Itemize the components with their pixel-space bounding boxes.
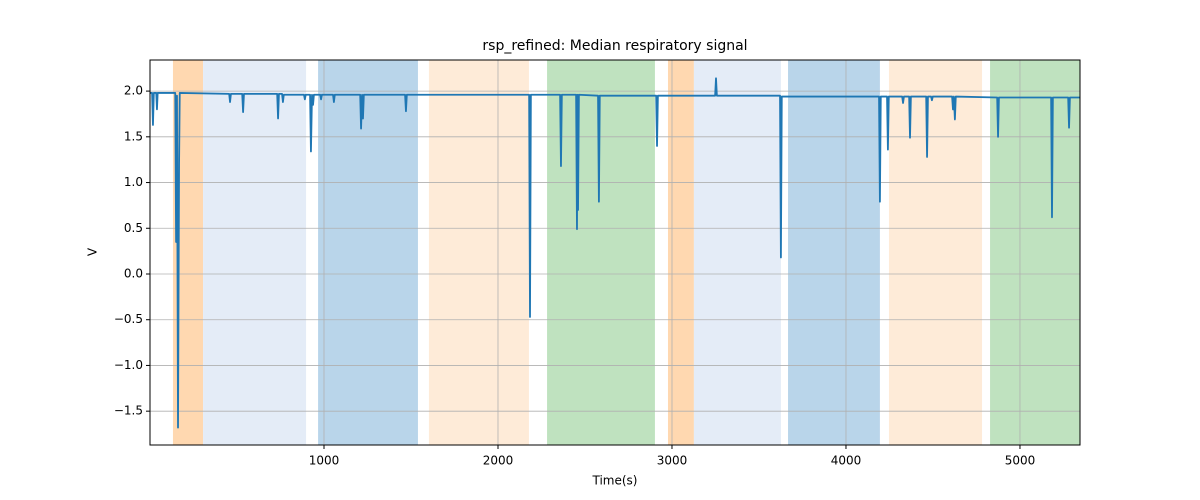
y-axis-label: V <box>86 247 100 256</box>
x-axis-label: Time(s) <box>592 474 638 488</box>
shaded-span <box>318 60 418 445</box>
y-tick-label: 1.5 <box>124 129 143 143</box>
shaded-span <box>888 60 983 445</box>
plot-frame <box>149 59 1081 446</box>
shaded-span <box>788 60 880 445</box>
x-tick-label: 4000 <box>831 454 862 468</box>
shaded-span <box>203 60 307 445</box>
x-tick-label: 1000 <box>309 454 340 468</box>
y-tick-label: −1.5 <box>114 404 143 418</box>
y-tick-label: −0.5 <box>114 312 143 326</box>
y-tick-label: 2.0 <box>124 84 143 98</box>
y-tick-label: −1.0 <box>114 358 143 372</box>
signal-line <box>150 77 1080 429</box>
shaded-span <box>990 60 1080 445</box>
y-tick-label: 1.0 <box>124 175 143 189</box>
x-tick-label: 2000 <box>483 454 514 468</box>
shaded-span <box>693 60 781 445</box>
shaded-span <box>547 60 655 445</box>
y-tick-label: 0.5 <box>124 221 143 235</box>
x-tick-label: 3000 <box>657 454 688 468</box>
y-tick-label: 0.0 <box>124 266 143 280</box>
chart-title: rsp_refined: Median respiratory signal <box>482 38 747 54</box>
x-tick-label: 5000 <box>1005 454 1036 468</box>
shaded-span <box>428 60 529 445</box>
